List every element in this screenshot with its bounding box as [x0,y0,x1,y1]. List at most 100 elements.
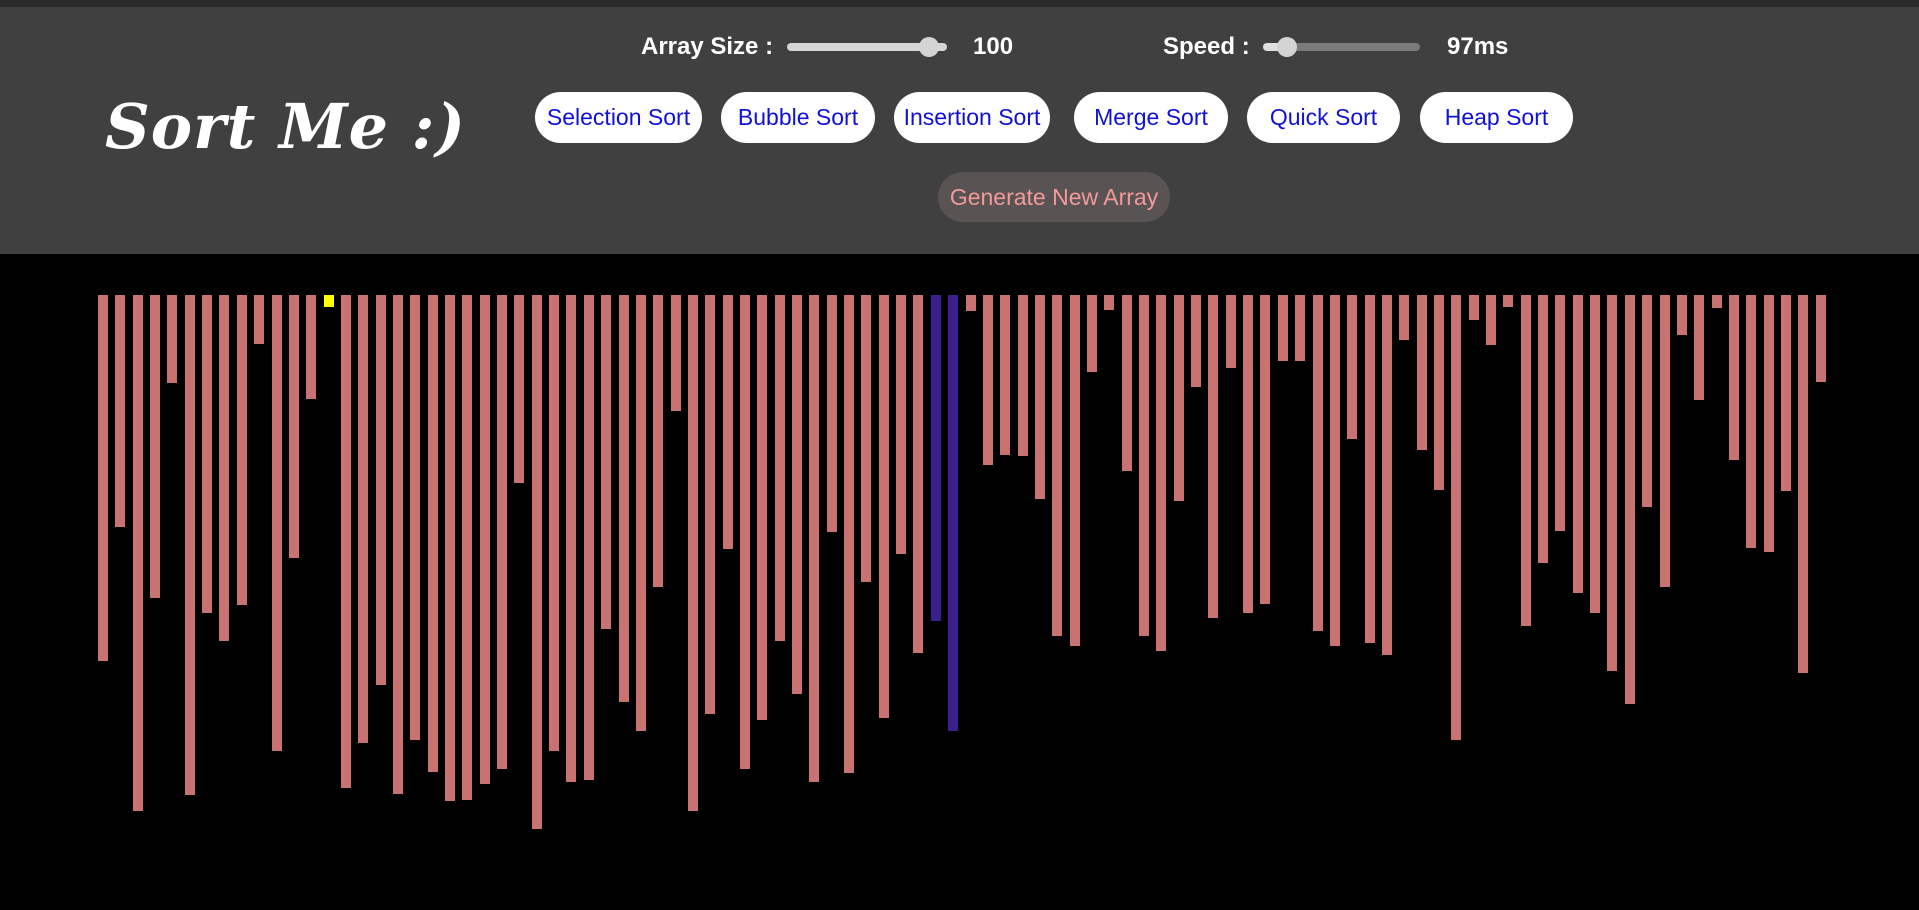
array-bar [167,295,177,383]
array-bar [1070,295,1080,646]
array-bar [1486,295,1496,345]
array-bar [1555,295,1565,531]
array-bar [185,295,195,795]
array-bar [272,295,282,751]
array-bar [705,295,715,714]
array-bar [1451,295,1461,740]
array-bar [410,295,420,740]
array-bar [1764,295,1774,552]
array-bar [1104,295,1114,310]
bubble-sort-button[interactable]: Bubble Sort [721,92,875,143]
array-bar [1052,295,1062,636]
array-bar [1226,295,1236,368]
array-bar [948,295,958,731]
array-bar [671,295,681,411]
array-bar [1018,295,1028,456]
array-bar [1243,295,1253,613]
array-bar [150,295,160,598]
array-size-slider[interactable] [787,37,947,57]
array-bar [1399,295,1409,340]
speed-value: 97ms [1447,33,1509,60]
array-bar [775,295,785,641]
array-bar [376,295,386,685]
app-logo: Sort Me :) [105,90,466,163]
array-bar [1330,295,1340,646]
array-bar [428,295,438,772]
array-size-slider-thumb[interactable] [919,37,939,57]
array-bar [809,295,819,782]
array-bar [1694,295,1704,400]
array-bars-area [0,254,1919,910]
array-bar [219,295,229,641]
array-size-label: Array Size : [641,33,774,60]
array-bar [1590,295,1600,613]
array-bar [1712,295,1722,308]
array-bar [619,295,629,702]
array-bar [445,295,455,801]
merge-sort-button[interactable]: Merge Sort [1074,92,1228,143]
array-bar [1347,295,1357,439]
array-bar [1503,295,1513,307]
array-bar [1365,295,1375,643]
array-bar [1035,295,1045,499]
speed-slider[interactable] [1263,37,1420,57]
selection-sort-button[interactable]: Selection Sort [535,92,702,143]
array-bar [653,295,663,587]
array-bar [1191,295,1201,387]
insertion-sort-button[interactable]: Insertion Sort [894,92,1050,143]
array-bar [1122,295,1132,471]
slider-fill [1263,43,1287,51]
array-bar [341,295,351,788]
array-bar [1139,295,1149,636]
array-bar [254,295,264,344]
array-bar [879,295,889,718]
array-bar [1174,295,1184,501]
array-bar [1729,295,1739,460]
array-bar [1573,295,1583,593]
array-bar [514,295,524,483]
array-bar [1156,295,1166,651]
generate-new-array-button[interactable]: Generate New Array [938,172,1170,222]
array-bar [1521,295,1531,626]
array-bar [636,295,646,731]
array-bar [1816,295,1826,382]
array-bar [896,295,906,554]
array-bar [1677,295,1687,335]
array-bar [1781,295,1791,491]
speed-label: Speed : [1163,33,1250,60]
array-bar [1607,295,1617,671]
array-bar [1660,295,1670,587]
heap-sort-button[interactable]: Heap Sort [1420,92,1573,143]
array-bar [1087,295,1097,372]
array-bar [931,295,941,621]
array-bar [480,295,490,784]
array-size-value: 100 [973,33,1014,60]
array-bar [566,295,576,782]
array-bar [1538,295,1548,563]
array-bar [98,295,108,661]
array-bar [757,295,767,720]
array-bar [1260,295,1270,604]
array-bar [1417,295,1427,450]
array-bar [532,295,542,829]
array-bar [1278,295,1288,361]
array-bar [966,295,976,311]
array-bar [688,295,698,811]
array-bar [549,295,559,751]
array-bar [792,295,802,694]
array-bar [601,295,611,629]
array-bar [1746,295,1756,548]
array-bar [584,295,594,780]
array-bar [1000,295,1010,455]
array-bar [983,295,993,465]
array-bar [115,295,125,527]
array-bar [202,295,212,613]
quick-sort-button[interactable]: Quick Sort [1247,92,1400,143]
array-bar [1642,295,1652,507]
array-bar [861,295,871,582]
array-bar [289,295,299,558]
array-bar [1295,295,1305,361]
array-bar [393,295,403,794]
array-bar [740,295,750,769]
speed-slider-thumb[interactable] [1277,37,1297,57]
